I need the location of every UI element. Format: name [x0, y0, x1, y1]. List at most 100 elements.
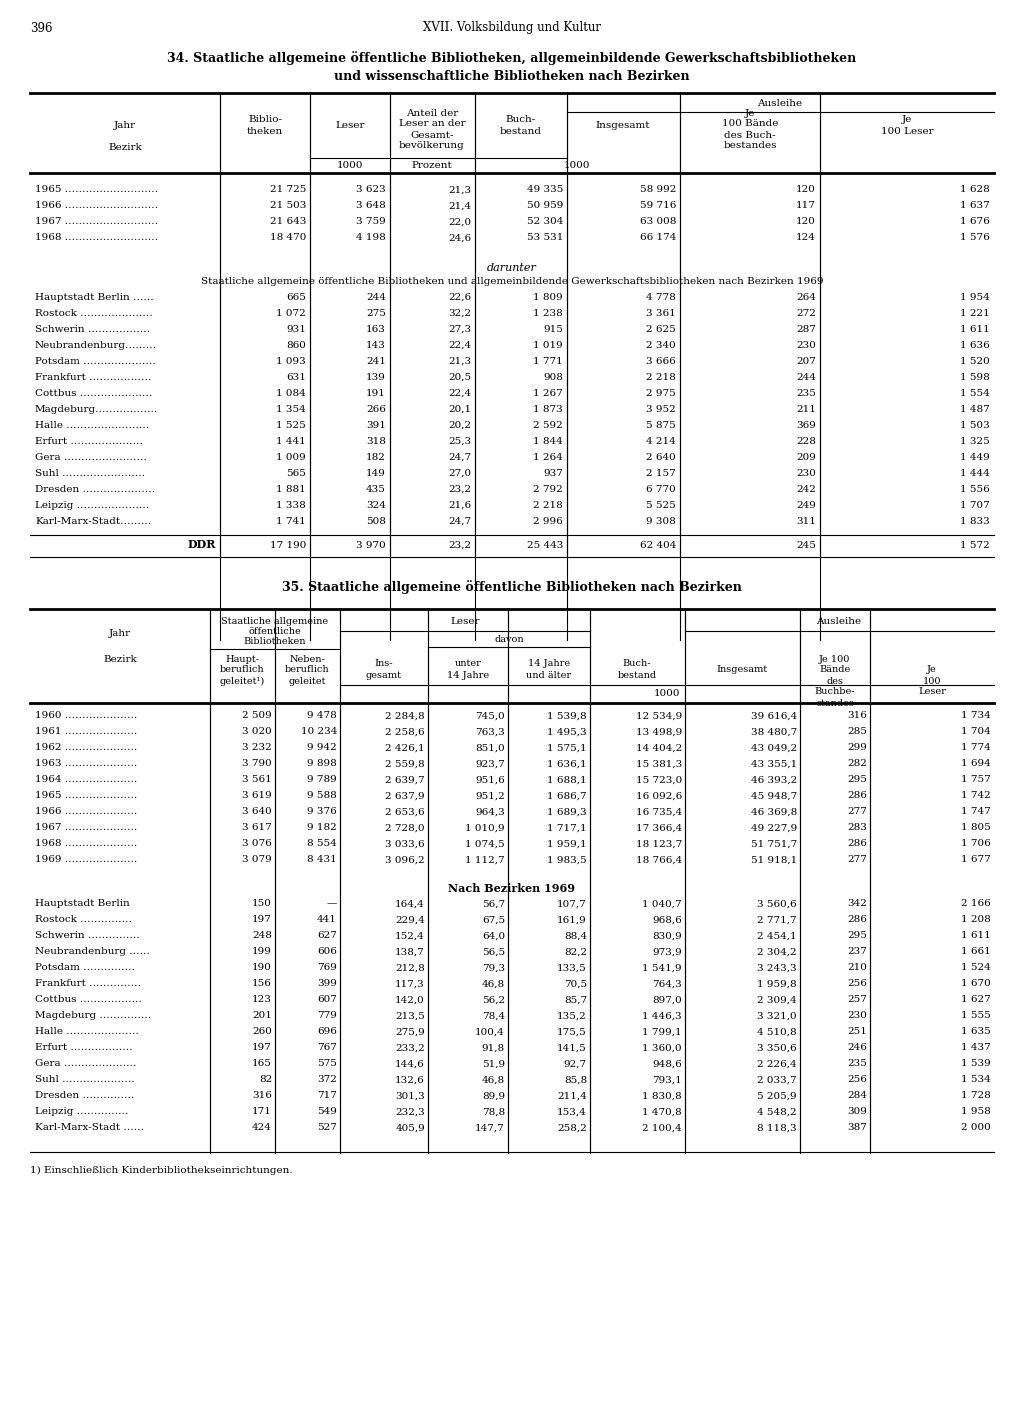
Text: 324: 324 [367, 501, 386, 509]
Text: 212,8: 212,8 [395, 963, 425, 972]
Text: Gera ……………………: Gera …………………… [35, 452, 146, 461]
Text: 1 774: 1 774 [962, 743, 991, 752]
Text: 21,6: 21,6 [447, 501, 471, 509]
Text: 100 Leser: 100 Leser [881, 127, 933, 137]
Text: 100: 100 [923, 676, 941, 685]
Text: 24,7: 24,7 [447, 517, 471, 525]
Text: 1 437: 1 437 [962, 1043, 991, 1053]
Text: 2 625: 2 625 [646, 324, 676, 334]
Text: 66 174: 66 174 [640, 234, 676, 243]
Text: 964,3: 964,3 [475, 808, 505, 816]
Text: 948,6: 948,6 [652, 1059, 682, 1069]
Text: 257: 257 [847, 996, 867, 1005]
Text: Leser an der: Leser an der [398, 120, 465, 128]
Text: 3 790: 3 790 [243, 759, 272, 769]
Text: 1000: 1000 [564, 160, 590, 170]
Text: 144,6: 144,6 [395, 1059, 425, 1069]
Text: Anteil der: Anteil der [406, 108, 458, 117]
Text: 767: 767 [317, 1043, 337, 1053]
Text: 56,7: 56,7 [482, 899, 505, 909]
Text: 85,8: 85,8 [564, 1076, 587, 1085]
Text: 2 218: 2 218 [534, 501, 563, 509]
Text: 1 637: 1 637 [961, 201, 990, 211]
Text: 717: 717 [317, 1092, 337, 1100]
Text: 769: 769 [317, 963, 337, 972]
Text: 149: 149 [367, 468, 386, 478]
Text: Ins-: Ins- [375, 659, 393, 668]
Text: 3 561: 3 561 [243, 775, 272, 785]
Text: Jahr: Jahr [114, 120, 136, 130]
Text: 2 284,8: 2 284,8 [385, 712, 425, 721]
Text: 1 554: 1 554 [961, 388, 990, 398]
Text: 58 992: 58 992 [640, 186, 676, 194]
Text: 1 809: 1 809 [534, 293, 563, 301]
Text: 1963 …………………: 1963 ………………… [35, 759, 137, 769]
Text: beruflich: beruflich [285, 665, 330, 675]
Text: 1 959,8: 1 959,8 [758, 979, 797, 989]
Text: 53 531: 53 531 [526, 234, 563, 243]
Text: 244: 244 [796, 372, 816, 381]
Text: 147,7: 147,7 [475, 1123, 505, 1133]
Text: 508: 508 [367, 517, 386, 525]
Text: 235: 235 [796, 388, 816, 398]
Text: 3 623: 3 623 [356, 186, 386, 194]
Text: 1 444: 1 444 [961, 468, 990, 478]
Text: 1 741: 1 741 [276, 517, 306, 525]
Text: 1 072: 1 072 [276, 308, 306, 317]
Text: 2 653,6: 2 653,6 [385, 808, 425, 816]
Text: 1 958: 1 958 [962, 1107, 991, 1116]
Text: 153,4: 153,4 [557, 1107, 587, 1116]
Text: öffentliche: öffentliche [249, 626, 301, 635]
Text: 10 234: 10 234 [301, 728, 337, 736]
Text: 3 321,0: 3 321,0 [758, 1012, 797, 1020]
Text: Insgesamt: Insgesamt [596, 121, 650, 130]
Text: 22,6: 22,6 [447, 293, 471, 301]
Text: 117: 117 [796, 201, 816, 211]
Text: 138,7: 138,7 [395, 948, 425, 956]
Text: 229,4: 229,4 [395, 916, 425, 925]
Text: 1960 …………………: 1960 ………………… [35, 712, 137, 721]
Text: 207: 207 [796, 357, 816, 365]
Text: 1 686,7: 1 686,7 [548, 792, 587, 801]
Text: 272: 272 [796, 308, 816, 317]
Text: 16 092,6: 16 092,6 [636, 792, 682, 801]
Text: 277: 277 [847, 856, 867, 865]
Text: 1 706: 1 706 [962, 839, 991, 849]
Text: 230: 230 [796, 468, 816, 478]
Text: 264: 264 [796, 293, 816, 301]
Text: 46 369,8: 46 369,8 [751, 808, 797, 816]
Text: Je 100: Je 100 [819, 655, 851, 664]
Text: Potsdam …………………: Potsdam ………………… [35, 357, 156, 365]
Text: 78,4: 78,4 [482, 1012, 505, 1020]
Text: 1 524: 1 524 [962, 963, 991, 972]
Text: 3 970: 3 970 [356, 541, 386, 549]
Text: 915: 915 [543, 324, 563, 334]
Text: 143: 143 [367, 341, 386, 350]
Text: Potsdam ……………: Potsdam …………… [35, 963, 135, 972]
Text: 1967 ………………………: 1967 ……………………… [35, 217, 158, 227]
Text: 164,4: 164,4 [395, 899, 425, 909]
Text: 1 238: 1 238 [534, 308, 563, 317]
Text: 14 Jahre: 14 Jahre [446, 671, 489, 679]
Text: Buch-: Buch- [506, 116, 537, 124]
Text: Ausleihe: Ausleihe [816, 616, 861, 625]
Text: 3 666: 3 666 [646, 357, 676, 365]
Text: 316: 316 [252, 1092, 272, 1100]
Text: 1 093: 1 093 [276, 357, 306, 365]
Text: 16 735,4: 16 735,4 [636, 808, 682, 816]
Text: 1 677: 1 677 [962, 856, 991, 865]
Text: 23,2: 23,2 [447, 485, 471, 494]
Text: 51 918,1: 51 918,1 [751, 856, 797, 865]
Text: 211: 211 [796, 404, 816, 414]
Text: 441: 441 [317, 916, 337, 925]
Text: 1 611: 1 611 [961, 324, 990, 334]
Text: 2 033,7: 2 033,7 [758, 1076, 797, 1085]
Text: 9 478: 9 478 [307, 712, 337, 721]
Text: 937: 937 [543, 468, 563, 478]
Text: 266: 266 [367, 404, 386, 414]
Text: 1) Einschließlich Kinderbibliothekseinrichtungen.: 1) Einschließlich Kinderbibliothekseinri… [30, 1166, 293, 1174]
Text: 70,5: 70,5 [564, 979, 587, 989]
Text: 1 717,1: 1 717,1 [548, 823, 587, 832]
Text: Buchbe-: Buchbe- [815, 688, 855, 696]
Text: 549: 549 [317, 1107, 337, 1116]
